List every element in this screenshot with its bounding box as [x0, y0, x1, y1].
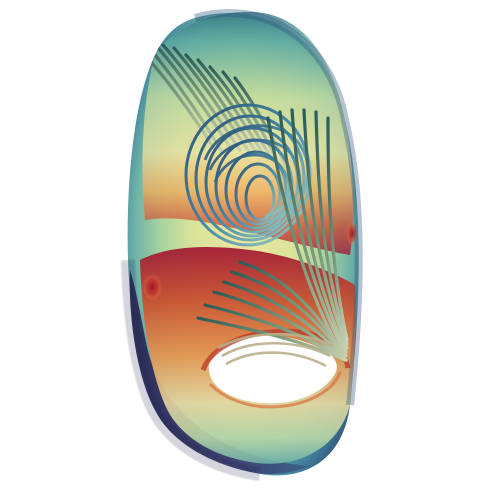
streamline-loop: [234, 162, 282, 226]
streamline: [221, 341, 331, 358]
streamline: [213, 153, 291, 218]
streamline: [314, 110, 349, 346]
streamline: [326, 116, 349, 342]
streamline: [290, 108, 348, 354]
torus-rim: [193, 9, 363, 406]
streamline: [161, 43, 242, 152]
streamline: [233, 76, 289, 170]
streamline: [203, 303, 348, 362]
streamline-loop: [224, 150, 288, 230]
streamline: [302, 108, 349, 350]
streamline: [172, 46, 250, 152]
streamline-loop: [194, 114, 306, 242]
left-shadow: [121, 259, 261, 481]
streamline: [278, 110, 348, 358]
torus-dark-side: [129, 270, 308, 474]
streamline: [208, 138, 302, 224]
streamline: [266, 116, 347, 362]
streamline: [208, 65, 272, 158]
red-hotspot-left: [133, 240, 193, 324]
streamline: [212, 290, 348, 362]
streamline: [230, 270, 348, 362]
streamline: [238, 260, 348, 362]
streamline: [225, 351, 327, 368]
streamlines-fan-right: [196, 108, 349, 368]
streamline: [217, 332, 334, 350]
streamline-loop: [244, 174, 276, 222]
streamline: [196, 58, 264, 154]
hole-white: [208, 335, 337, 404]
torus-inner-hole: [200, 328, 351, 409]
hole-lower-rim: [208, 371, 342, 409]
